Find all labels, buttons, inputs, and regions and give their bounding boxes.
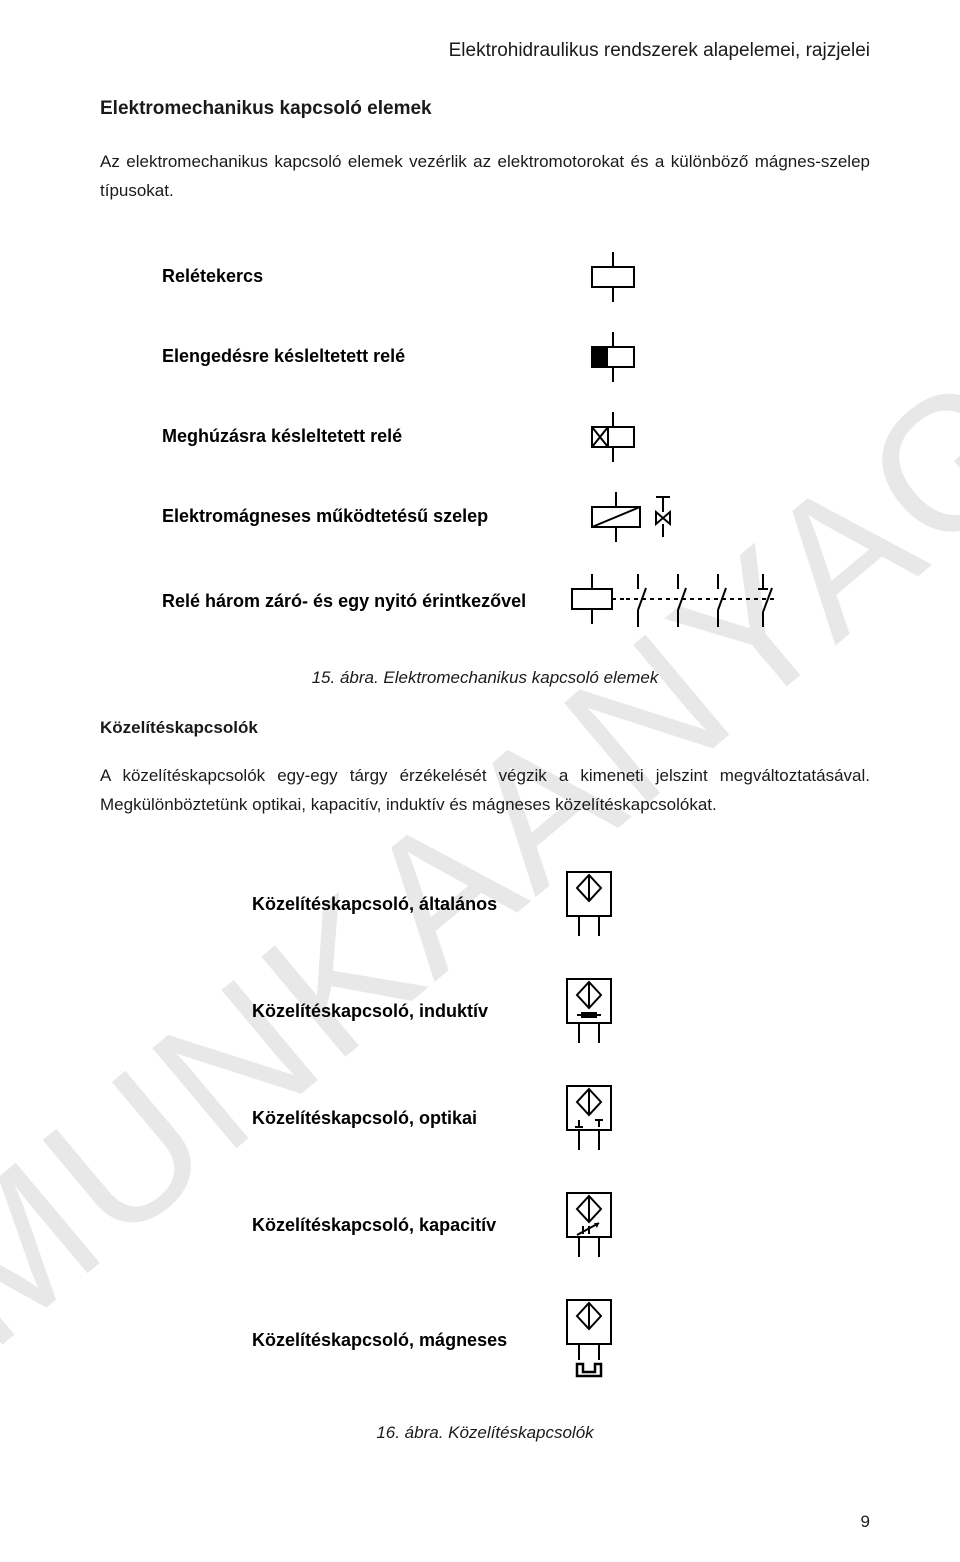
fig1-row-2: Meghúzásra késleltetett relé <box>162 398 798 476</box>
fig2-label-1: Közelítéskapcsoló, induktív <box>252 959 547 1064</box>
fig2-symbol-3 <box>549 1173 629 1278</box>
fig1-symbol-4 <box>568 558 798 646</box>
section1-paragraph: Az elektromechanikus kapcsoló elemek vez… <box>100 148 870 206</box>
fig2-symbol-2 <box>549 1066 629 1171</box>
fig1-label-4: Relé három záró- és egy nyitó érintkezőv… <box>162 558 566 646</box>
figure-15-caption: 15. ábra. Elektromechanikus kapcsoló ele… <box>100 668 870 688</box>
fig1-row-1: Elengedésre késleltetett relé <box>162 318 798 396</box>
figure-16-table: Közelítéskapcsoló, általános Közelítéska… <box>250 850 631 1403</box>
fig2-row-1: Közelítéskapcsoló, induktív <box>252 959 629 1064</box>
section2-paragraph: A közelítéskapcsolók egy-egy tárgy érzék… <box>100 762 870 820</box>
fig1-row-4: Relé három záró- és egy nyitó érintkezőv… <box>162 558 798 646</box>
section-heading-1: Elektromechanikus kapcsoló elemek <box>100 98 870 120</box>
fig1-label-0: Relétekercs <box>162 238 566 316</box>
fig2-row-0: Közelítéskapcsoló, általános <box>252 852 629 957</box>
fig1-row-0: Relétekercs <box>162 238 798 316</box>
fig2-label-2: Közelítéskapcsoló, optikai <box>252 1066 547 1171</box>
fig1-symbol-0 <box>568 238 798 316</box>
fig1-row-3: Elektromágneses működtetésű szelep <box>162 478 798 556</box>
figure-15-table: Relétekercs Elengedésre késleltetett rel… <box>160 236 800 648</box>
fig2-label-0: Közelítéskapcsoló, általános <box>252 852 547 957</box>
page-number: 9 <box>861 1512 870 1532</box>
fig1-symbol-1 <box>568 318 798 396</box>
section-heading-2: Közelítéskapcsolók <box>100 718 870 738</box>
fig1-label-2: Meghúzásra késleltetett relé <box>162 398 566 476</box>
fig1-symbol-2 <box>568 398 798 476</box>
fig1-label-1: Elengedésre késleltetett relé <box>162 318 566 396</box>
fig1-label-3: Elektromágneses működtetésű szelep <box>162 478 566 556</box>
fig1-symbol-3 <box>568 478 798 556</box>
fig2-symbol-1 <box>549 959 629 1064</box>
fig2-row-4: Közelítéskapcsoló, mágneses <box>252 1280 629 1401</box>
fig2-label-3: Közelítéskapcsoló, kapacitív <box>252 1173 547 1278</box>
fig2-label-4: Közelítéskapcsoló, mágneses <box>252 1280 547 1401</box>
fig2-symbol-0 <box>549 852 629 957</box>
fig2-row-2: Közelítéskapcsoló, optikai <box>252 1066 629 1171</box>
fig2-row-3: Közelítéskapcsoló, kapacitív <box>252 1173 629 1278</box>
figure-16-caption: 16. ábra. Közelítéskapcsolók <box>100 1423 870 1443</box>
fig2-symbol-4 <box>549 1280 629 1401</box>
document-header: Elektrohidraulikus rendszerek alapelemei… <box>100 40 870 62</box>
